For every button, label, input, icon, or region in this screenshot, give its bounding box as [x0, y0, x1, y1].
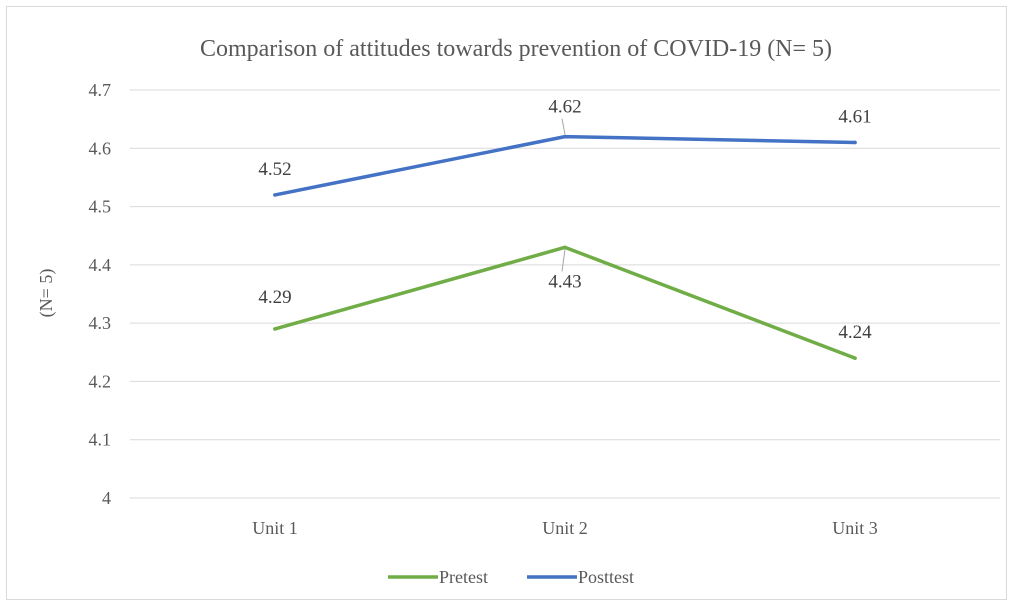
- data-label-leader: [561, 118, 566, 135]
- data-point-posttest: [853, 140, 857, 145]
- data-label: 4.43: [548, 271, 581, 292]
- y-tick-label: 4.2: [89, 371, 112, 391]
- series-line-pretest: [273, 245, 857, 360]
- gridlines: [130, 89, 1000, 499]
- x-tick-label: Unit 1: [252, 518, 298, 538]
- y-tick-label: 4.5: [89, 197, 112, 217]
- chart-frame: [6, 6, 1007, 600]
- data-label-leader: [561, 249, 566, 272]
- x-tick-label: Unit 2: [542, 518, 588, 538]
- data-point-pretest: [273, 327, 277, 331]
- legend-item-posttest: Posttest: [527, 567, 634, 587]
- data-point-posttest: [563, 134, 567, 139]
- y-tick-labels: 4 4.1 4.2 4.3 4.4 4.5 4.6 4.7: [89, 80, 112, 508]
- y-tick-label: 4.6: [89, 138, 112, 158]
- data-label: 4.61: [838, 106, 871, 127]
- y-tick-label: 4.7: [89, 80, 112, 100]
- y-axis-label: (N= 5): [36, 269, 57, 318]
- data-label: 4.52: [258, 159, 291, 180]
- legend-item-pretest: Pretest: [388, 567, 488, 587]
- y-tick-label: 4.3: [89, 313, 112, 333]
- data-labels: 4.29 4.43 4.24 4.52 4.62 4.61: [258, 97, 872, 343]
- x-tick-label: Unit 3: [832, 518, 878, 538]
- data-label: 4.24: [838, 322, 872, 343]
- series-line-posttest: [273, 134, 857, 197]
- legend: Pretest Posttest: [388, 567, 634, 587]
- data-label: 4.29: [258, 287, 291, 308]
- legend-label: Posttest: [578, 567, 634, 587]
- data-label: 4.62: [548, 97, 581, 118]
- y-tick-label: 4.1: [89, 430, 112, 450]
- y-tick-label: 4: [102, 488, 111, 508]
- chart-title: Comparison of attitudes towards preventi…: [200, 36, 832, 62]
- y-tick-label: 4.4: [89, 255, 112, 275]
- data-point-posttest: [273, 193, 277, 197]
- x-tick-labels: Unit 1 Unit 2 Unit 3: [252, 518, 878, 538]
- legend-label: Pretest: [439, 567, 488, 587]
- data-point-pretest: [563, 245, 567, 250]
- data-point-pretest: [853, 356, 857, 360]
- series-lines: [273, 134, 857, 360]
